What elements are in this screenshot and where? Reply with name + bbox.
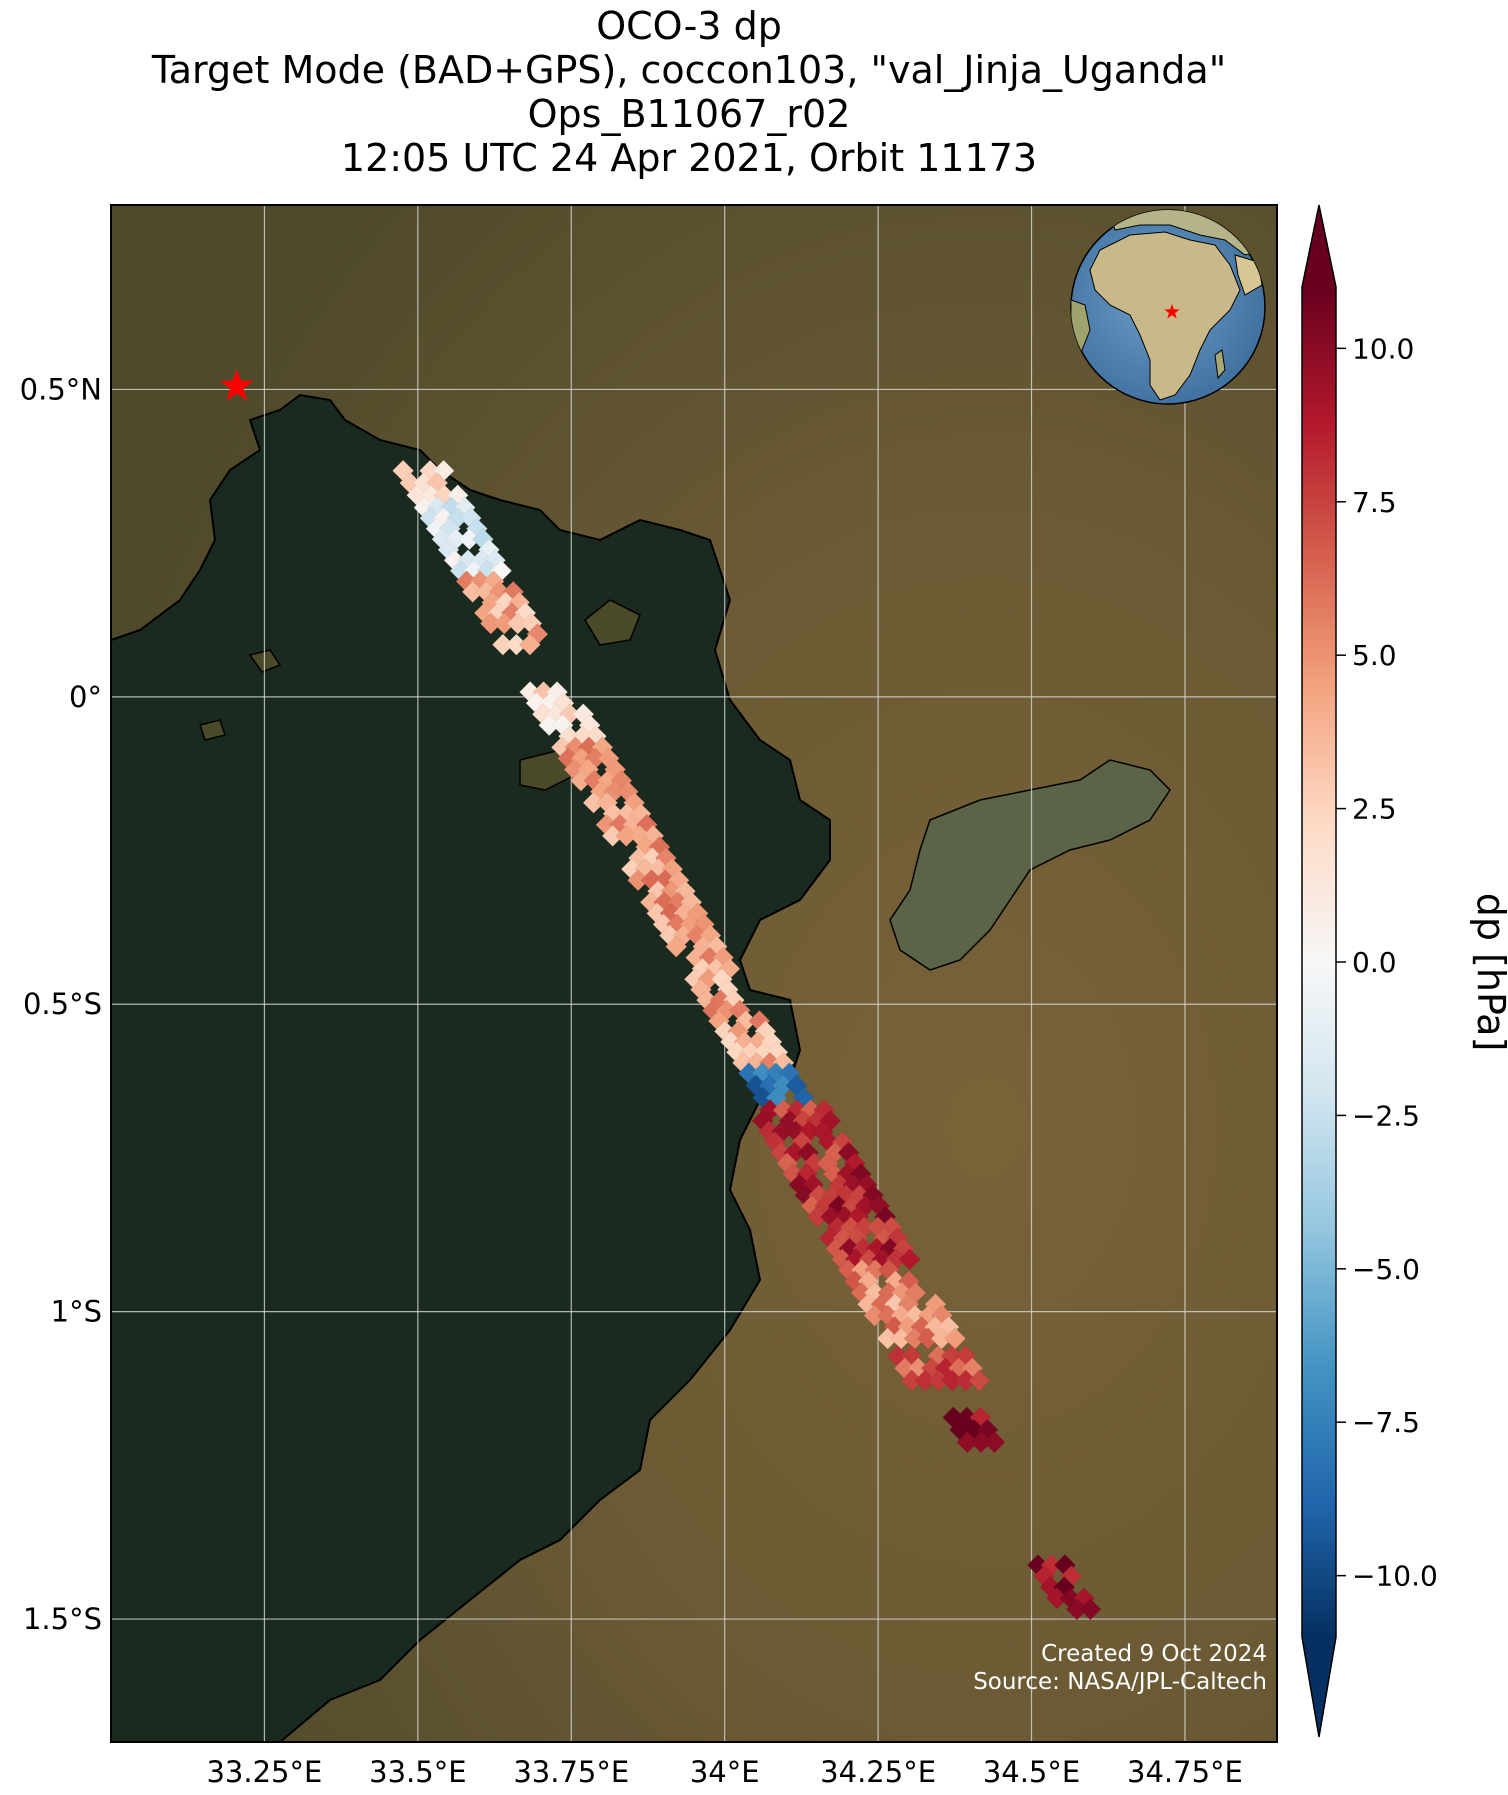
sounding-cell (983, 1431, 1006, 1454)
colorbar-gradient (1302, 287, 1336, 1637)
sounding-cell (944, 1327, 967, 1350)
sounding-cell (903, 1327, 926, 1350)
sounding-cell (898, 1248, 921, 1271)
lon-tick-label: 34°E (690, 1755, 760, 1789)
island (199, 719, 226, 741)
lat-tick-label: 0.5°S (23, 987, 102, 1021)
target-site-star-icon (220, 368, 254, 401)
created-date: Created 9 Oct 2024 (1041, 1641, 1267, 1667)
sounding-cell (505, 633, 528, 656)
sounding-cell (1065, 1598, 1088, 1621)
lon-tick-label: 34.5°E (983, 1755, 1080, 1789)
title-line-4: 12:05 UTC 24 Apr 2021, Orbit 11173 (340, 136, 1038, 180)
colorbar-tick-label: −5.0 (1352, 1253, 1420, 1286)
sounding-cell (506, 612, 529, 635)
lon-tick-label: 33.5°E (369, 1755, 466, 1789)
map-frame (110, 204, 1278, 1743)
sounding-cell (601, 824, 624, 847)
source-credit: Source: NASA/JPL-Caltech (973, 1669, 1267, 1695)
shallow-lake (889, 759, 1171, 971)
figure-title: OCO-3 dp Target Mode (BAD+GPS), coccon10… (0, 4, 1378, 180)
sounding-cell (458, 528, 481, 551)
colorbar-outline (1301, 204, 1337, 1738)
colorbar-tick-label: −2.5 (1352, 1099, 1420, 1132)
sounding-cell (806, 1205, 829, 1228)
sounding-pixels (392, 459, 1102, 1621)
sounding-cell (461, 580, 484, 603)
sounding-cell (491, 633, 514, 656)
sounding-cell (900, 1369, 923, 1392)
lake-victoria (111, 393, 831, 1742)
island (584, 599, 641, 646)
colorbar-tick-label: 2.5 (1352, 793, 1397, 826)
lat-tick-label: 1°S (51, 1295, 102, 1329)
lon-tick-label: 34.25°E (820, 1755, 936, 1789)
sounding-cell (927, 1369, 950, 1392)
title-line-2: Target Mode (BAD+GPS), coccon103, "val_J… (151, 48, 1227, 92)
colorbar-tick-label: 0.0 (1352, 946, 1397, 979)
title-line-3: Ops_B11067_r02 (527, 92, 851, 136)
colorbar-tick-label: 10.0 (1352, 332, 1414, 365)
sounding-cell (518, 633, 541, 656)
title-line-1: OCO-3 dp (596, 4, 782, 48)
colorbar-label: dp [hPa] (1469, 893, 1508, 1052)
colorbar-extend-min (1302, 1637, 1336, 1737)
colorbar-tick-label: −10.0 (1352, 1560, 1438, 1593)
colorbar-tick-label: 5.0 (1352, 639, 1397, 672)
sounding-cell (968, 1369, 991, 1392)
sounding-cell (615, 824, 638, 847)
sounding-cell (582, 791, 605, 814)
latitude-tick-labels: 0.5°N 0° 0.5°S 1°S 1.5°S (20, 372, 102, 1636)
sounding-cell (890, 1327, 913, 1350)
globe-site-star-icon (1164, 304, 1180, 319)
lat-tick-label: 0° (69, 680, 102, 714)
sounding-cell (569, 769, 592, 792)
colorbar: 10.0 7.5 5.0 2.5 0.0 −2.5 −5.0 −7.5 −10.0 dp [hP… (1301, 204, 1508, 1738)
sounding-cell (627, 869, 650, 892)
sounding-cell (954, 1369, 977, 1392)
sounding-cell (876, 1327, 899, 1350)
longitude-tick-labels: 33.25°E 33.5°E 33.75°E 34°E 34.25°E 34.5°E 34.… (206, 1755, 1242, 1789)
colorbar-extend-max (1302, 205, 1336, 287)
sounding-cell (1046, 1587, 1068, 1610)
colorbar-tick-label: 7.5 (1352, 486, 1397, 519)
lon-tick-label: 33.75°E (513, 1755, 629, 1789)
sounding-cell (969, 1431, 992, 1454)
lat-tick-label: 0.5°N (20, 372, 102, 406)
inset-globe (1070, 209, 1266, 405)
sounding-cell (493, 612, 516, 635)
sounding-cell (914, 1369, 937, 1392)
sounding-cell (917, 1327, 940, 1350)
colorbar-ticks: 10.0 7.5 5.0 2.5 0.0 −2.5 −5.0 −7.5 −10.0 (1336, 332, 1438, 1593)
globe-africa (1089, 231, 1241, 401)
sounding-cell (1079, 1598, 1102, 1621)
lat-tick-label: 1.5°S (23, 1602, 102, 1636)
sounding-cell (665, 935, 688, 958)
lon-tick-label: 33.25°E (206, 1755, 322, 1789)
globe-madagascar (1214, 349, 1226, 380)
gridlines (111, 205, 1277, 1742)
sounding-cell (479, 612, 502, 635)
sounding-cell (538, 714, 561, 737)
colorbar-tick-label: −7.5 (1352, 1406, 1420, 1439)
lon-tick-label: 34.75°E (1127, 1755, 1243, 1789)
sounding-cell (956, 1431, 979, 1454)
sounding-cell (930, 1327, 953, 1350)
sounding-cell (863, 1304, 886, 1327)
sounding-cell (941, 1369, 964, 1392)
